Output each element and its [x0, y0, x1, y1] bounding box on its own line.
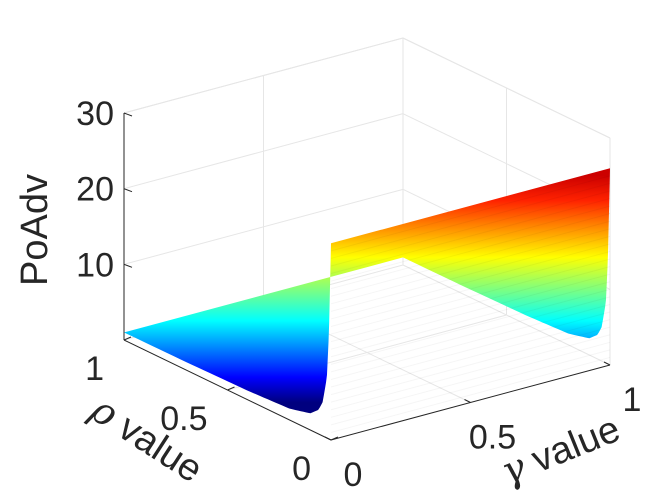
surface-band [330, 319, 611, 396]
surface-band [330, 266, 611, 343]
surface-band [330, 296, 611, 373]
surface-band [330, 326, 611, 403]
surface-band [330, 334, 611, 411]
y-tick-label: 0 [292, 450, 311, 488]
surface-band [330, 251, 611, 327]
surface-band [330, 288, 611, 365]
surface-band [330, 228, 611, 305]
surface-band [330, 175, 611, 252]
surface-band [330, 198, 611, 275]
x-tick-label: 0.5 [469, 419, 516, 457]
x-tick-mark [324, 436, 332, 441]
x-tick-mark [464, 399, 471, 403]
x-tick-mark [603, 361, 611, 366]
z-tick-mark [123, 263, 133, 268]
surface-band [330, 213, 611, 290]
surface-band [330, 243, 611, 320]
surface-band [330, 349, 611, 426]
surface-band [330, 182, 611, 259]
surface-band [330, 220, 611, 297]
surface-band [330, 205, 611, 282]
surface-band [330, 356, 611, 433]
surface-band [330, 190, 611, 267]
surface-plot [124, 168, 611, 433]
y-tick-mark [227, 386, 235, 391]
surface-band [330, 303, 611, 380]
x-axis-label-text: value [516, 408, 626, 485]
z-tick-mark [123, 112, 133, 117]
surface-band [330, 235, 611, 312]
surface-band [330, 311, 611, 388]
poadv-surface [124, 168, 610, 414]
z-tick-label: 20 [76, 171, 114, 209]
x-tick-label: 0 [344, 456, 363, 494]
y-tick-label: 1 [85, 350, 104, 388]
z-tick-label: 30 [76, 95, 114, 133]
y-tick-mark [123, 336, 132, 341]
z-axis-label: PoAdv [14, 174, 56, 286]
y-tick-label: 0.5 [160, 400, 207, 438]
x-tick-label: 1 [623, 381, 642, 419]
surface-band [330, 281, 611, 358]
z-tick-label: 10 [76, 246, 114, 284]
y-tick-mark [330, 436, 339, 441]
surface-band [330, 258, 611, 335]
surface-band [330, 273, 611, 350]
z-tick-mark [123, 188, 133, 193]
surface-band [330, 341, 611, 418]
